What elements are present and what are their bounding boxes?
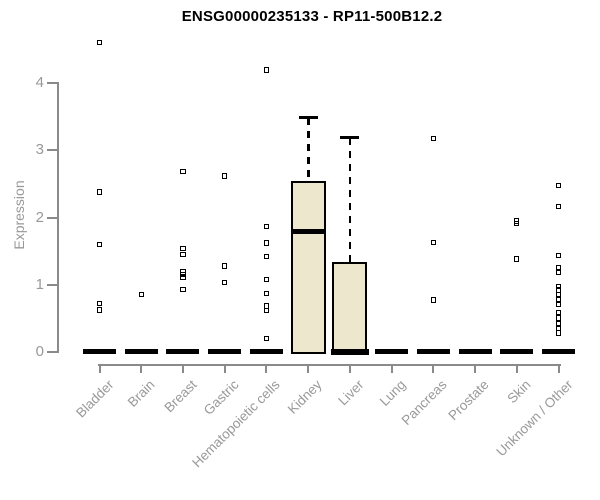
data-point	[180, 251, 186, 258]
data-point	[96, 300, 103, 307]
data-point	[555, 315, 562, 321]
data-point	[555, 182, 562, 188]
data-point	[96, 189, 103, 195]
x-axis-tick	[307, 363, 310, 373]
median-line	[330, 348, 369, 355]
whisker-line	[348, 138, 352, 262]
data-point	[221, 173, 228, 179]
x-axis-tick	[98, 363, 101, 373]
zero-median-bar	[458, 349, 492, 355]
data-point	[263, 223, 270, 229]
data-point	[555, 269, 562, 275]
zero-median-bar	[83, 349, 116, 355]
data-point	[555, 310, 562, 316]
data-point	[514, 256, 520, 262]
zero-median-bar	[124, 349, 158, 355]
y-axis-tick	[47, 283, 57, 286]
data-point	[263, 276, 270, 282]
y-axis-line	[57, 82, 59, 353]
zero-median-bar	[249, 349, 283, 355]
zero-median-bar	[166, 349, 200, 355]
y-tick-label: 1	[35, 275, 44, 293]
x-axis-tick	[557, 363, 560, 373]
zero-median-bar	[542, 349, 576, 355]
data-point	[555, 253, 562, 259]
data-point	[555, 283, 562, 290]
data-point	[263, 335, 270, 341]
data-point	[555, 302, 562, 308]
zero-median-bar	[500, 349, 534, 355]
data-point	[221, 279, 228, 286]
data-point	[514, 220, 520, 227]
y-axis-tick	[47, 149, 57, 152]
y-tick-label: 4	[35, 74, 44, 92]
data-point	[263, 67, 270, 73]
whisker-cap	[298, 116, 318, 120]
x-axis-tick	[140, 363, 143, 373]
box	[332, 261, 368, 354]
x-axis-tick	[474, 363, 477, 373]
data-point	[263, 253, 270, 260]
data-point	[430, 135, 437, 141]
y-axis-tick	[47, 82, 57, 85]
y-axis-tick	[47, 216, 57, 219]
data-point	[180, 168, 186, 174]
data-point	[263, 308, 270, 314]
box	[290, 180, 326, 354]
x-axis-tick	[223, 363, 226, 373]
x-axis-tick	[432, 363, 435, 373]
whisker-cap	[340, 136, 360, 140]
data-point	[180, 245, 186, 252]
data-point	[180, 274, 186, 280]
x-axis-tick	[265, 363, 268, 373]
data-point	[555, 204, 562, 210]
whisker-line	[307, 118, 310, 181]
data-point	[96, 307, 103, 313]
zero-median-bar	[208, 349, 242, 355]
y-axis-tick	[47, 350, 57, 353]
data-point	[555, 296, 562, 303]
data-point	[96, 241, 103, 248]
y-tick-label: 3	[35, 141, 44, 159]
zero-median-bar	[416, 349, 450, 355]
data-point	[555, 330, 562, 336]
data-point	[180, 286, 186, 292]
x-axis-tick	[348, 363, 351, 373]
chart-title: ENSG00000235133 - RP11-500B12.2	[181, 8, 443, 25]
data-point	[96, 39, 103, 46]
data-point	[430, 239, 437, 246]
data-point	[430, 297, 437, 303]
x-axis-tick	[181, 363, 184, 373]
y-tick-label: 2	[35, 208, 44, 226]
data-point	[221, 263, 228, 269]
median-line	[290, 229, 326, 235]
data-point	[263, 240, 270, 246]
x-axis-tick	[390, 363, 393, 373]
data-point	[138, 291, 144, 298]
x-axis-line	[97, 363, 561, 366]
x-axis-tick	[515, 363, 518, 373]
data-point	[263, 290, 270, 296]
zero-median-bar	[375, 349, 409, 355]
y-tick-label: 0	[35, 342, 44, 360]
